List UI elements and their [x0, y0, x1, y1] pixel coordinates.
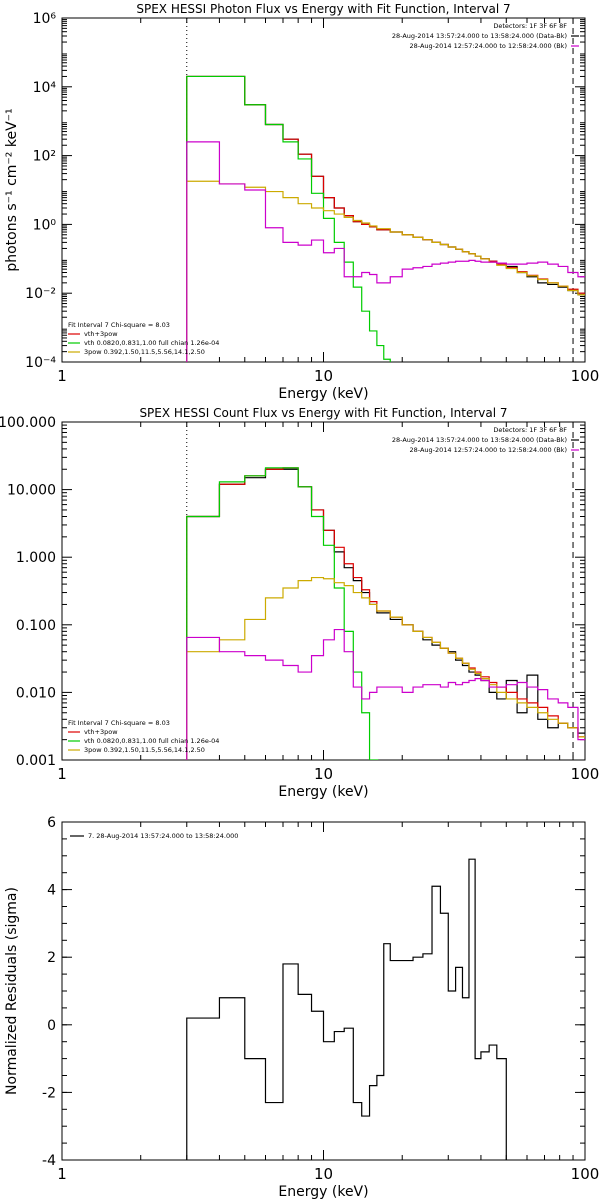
legend-text: 3pow 0.392,1.50,11.5,5.56,14.1,2.50 — [84, 348, 205, 356]
legend-text: vth 0.0820,0.831,1.00 full chian 1.26e-0… — [84, 737, 219, 745]
y-tick-label: 1.000 — [16, 550, 56, 566]
y-tick-label: 4 — [47, 883, 56, 899]
x-axis-label: Energy (keV) — [278, 784, 368, 800]
legend-text: 28-Aug-2014 13:57:24.000 to 13:58:24.000… — [392, 32, 567, 40]
legend-text: Detectors: 1F 3F 6F 8F — [493, 22, 567, 30]
series-line-0 — [186, 858, 507, 1160]
x-tick-label: 1 — [57, 1165, 67, 1183]
series-line-1 — [186, 467, 585, 760]
x-tick-label: 1 — [57, 367, 67, 385]
y-tick-label: 10² — [33, 149, 56, 165]
series-group — [186, 858, 507, 1160]
series-group — [186, 467, 585, 760]
legend-text: Fit Interval 7 Chi-square = 8.03 — [68, 719, 170, 727]
residuals-panel: 1 10 100 -4 -2 0 2 4 6 Energy (keV) Normalized Res… — [4, 815, 599, 1200]
y-tick-label: 10.000 — [7, 483, 56, 499]
x-tick-label: 100 — [571, 367, 600, 385]
y-axis-label: Normalized Residuals (sigma) — [4, 887, 20, 1095]
x-tick-label: 10 — [314, 765, 333, 783]
y-tick-label: 10⁰ — [33, 217, 57, 233]
x-tick-label: 100 — [571, 1165, 600, 1183]
y-tick-label: 10⁶ — [33, 11, 57, 27]
series-line-0 — [186, 468, 585, 760]
x-tick-label: 10 — [314, 1165, 333, 1183]
count-flux-panel: SPEX HESSI Count Flux vs Energy with Fit… — [0, 406, 599, 800]
y-tick-label: 6 — [47, 815, 56, 831]
x-tick-label: 100 — [571, 765, 600, 783]
chart-title: SPEX HESSI Photon Flux vs Energy with Fi… — [136, 2, 510, 16]
series-line-1 — [186, 75, 585, 362]
y-tick-label: 2 — [47, 950, 56, 966]
series-line-3 — [186, 576, 585, 760]
y-tick-label: 100.000 — [0, 415, 56, 431]
x-tick-label: 1 — [57, 765, 67, 783]
series-line-4 — [186, 141, 585, 362]
legend-text: 7. 28-Aug-2014 13:57:24.000 to 13:58:24.… — [88, 832, 238, 840]
legend-text: 28-Aug-2014 12:57:24.000 to 12:58:24.000… — [410, 42, 567, 50]
y-tick-label: -4 — [42, 1153, 56, 1169]
legend-text: 3pow 0.392,1.50,11.5,5.56,14.1,2.50 — [84, 746, 205, 754]
y-tick-label: 0.001 — [16, 753, 56, 769]
x-tick-label: 10 — [314, 367, 333, 385]
plot-frame — [61, 421, 586, 761]
y-tick-label: 10⁻² — [25, 286, 56, 302]
chart-title: SPEX HESSI Count Flux vs Energy with Fit… — [139, 406, 507, 420]
legend-text: Fit Interval 7 Chi-square = 8.03 — [68, 321, 170, 329]
series-line-2 — [186, 75, 391, 362]
y-axis-label: photons s⁻¹ cm⁻² keV⁻¹ — [4, 108, 20, 271]
y-tick-label: 10⁻⁴ — [25, 355, 56, 371]
y-tick-label: -2 — [42, 1085, 56, 1101]
legend-text: Detectors: 1F 3F 6F 8F — [493, 426, 567, 434]
series-line-4 — [186, 628, 585, 760]
legend-text: vth+3pow — [84, 330, 118, 338]
series-group — [186, 75, 585, 362]
y-tick-label: 0.010 — [16, 685, 56, 701]
legend-text: vth+3pow — [84, 728, 118, 736]
x-axis-label: Energy (keV) — [278, 1184, 368, 1200]
series-line-3 — [186, 180, 585, 362]
series-line-0 — [186, 75, 585, 362]
legend-text: 28-Aug-2014 12:57:24.000 to 12:58:24.000… — [410, 446, 567, 454]
legend-text: 28-Aug-2014 13:57:24.000 to 13:58:24.000… — [392, 436, 567, 444]
y-tick-label: 10⁴ — [33, 80, 57, 96]
photon-flux-panel: SPEX HESSI Photon Flux vs Energy with Fi… — [4, 2, 599, 402]
y-tick-label: 0.100 — [16, 618, 56, 634]
series-line-2 — [186, 467, 379, 760]
legend-text: vth 0.0820,0.831,1.00 full chian 1.26e-0… — [84, 339, 219, 347]
y-tick-label: 0 — [47, 1018, 56, 1034]
x-axis-label: Energy (keV) — [278, 386, 368, 402]
